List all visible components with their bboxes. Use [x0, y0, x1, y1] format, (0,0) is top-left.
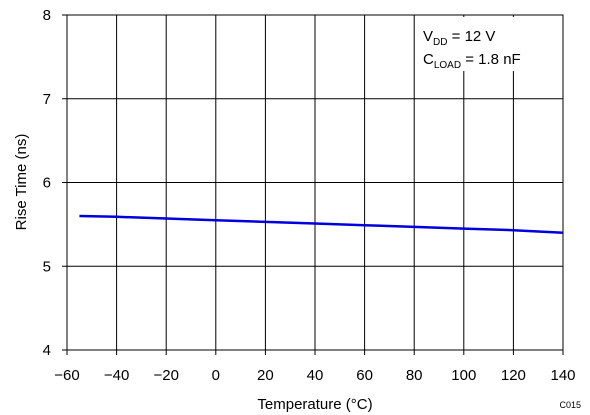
y-tick-label: 8 — [43, 7, 51, 24]
x-tick-label: −40 — [104, 367, 129, 384]
x-tick-label: 0 — [212, 367, 220, 384]
y-tick-label: 7 — [43, 91, 51, 108]
rise-time-series-line — [79, 216, 563, 233]
y-axis-label: Rise Time (ns) — [13, 134, 30, 231]
x-axis-label: Temperature (°C) — [257, 396, 372, 413]
series-group — [79, 216, 563, 233]
x-tick-label: 100 — [451, 367, 476, 384]
y-tick-label: 5 — [43, 258, 51, 275]
x-tick-label: 20 — [257, 367, 274, 384]
x-tick-label: 120 — [501, 367, 526, 384]
x-tick-label: 60 — [356, 367, 373, 384]
x-tick-label: 80 — [406, 367, 423, 384]
x-tick-label: −60 — [54, 367, 79, 384]
x-tick-label: −20 — [153, 367, 178, 384]
x-tick-label: 40 — [307, 367, 324, 384]
figure-code: C015 — [559, 400, 581, 410]
y-tick-label: 4 — [43, 342, 51, 359]
x-tick-label: 140 — [550, 367, 575, 384]
y-tick-label: 6 — [43, 175, 51, 192]
